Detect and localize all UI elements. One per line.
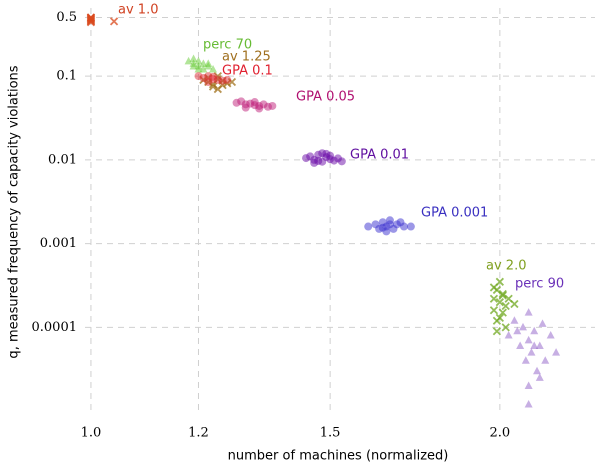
data-point xyxy=(501,323,510,332)
data-point xyxy=(524,381,533,389)
data-point xyxy=(86,15,96,24)
series-label: GPA 0.001 xyxy=(421,206,488,221)
data-point xyxy=(495,298,504,307)
data-point xyxy=(552,348,561,356)
data-point xyxy=(510,316,519,324)
data-point xyxy=(396,218,405,227)
data-point xyxy=(364,222,373,231)
data-point xyxy=(524,308,533,316)
data-point xyxy=(223,75,232,84)
y-tick-label: 0.1 xyxy=(56,69,77,84)
y-tick-label: 0.0001 xyxy=(32,320,78,335)
data-point xyxy=(521,356,530,364)
data-point xyxy=(495,277,504,286)
data-point xyxy=(314,156,323,165)
data-point xyxy=(204,59,213,67)
data-point xyxy=(378,223,387,232)
y-axis-label: q, measured frequency of capacity violat… xyxy=(7,65,22,358)
data-point xyxy=(204,78,213,87)
series-label: GPA 0.01 xyxy=(350,148,409,163)
data-point xyxy=(524,400,533,408)
x-axis-label: number of machines (normalized) xyxy=(228,449,449,464)
x-tick-label: 1.5 xyxy=(320,426,341,441)
data-point xyxy=(504,331,513,339)
data-point xyxy=(489,306,499,315)
data-point xyxy=(513,326,522,335)
x-tick-label: 2.0 xyxy=(490,426,511,441)
data-point xyxy=(86,13,96,22)
data-point xyxy=(498,308,507,317)
y-tick-label: 0.001 xyxy=(40,236,77,251)
series-label: perc 70 xyxy=(203,38,252,53)
x-tick-label: 1.2 xyxy=(188,426,209,441)
x-tick-label: 1.0 xyxy=(81,426,102,441)
data-point xyxy=(501,301,510,311)
data-point xyxy=(255,104,264,113)
data-point xyxy=(241,103,250,112)
data-point xyxy=(489,294,499,303)
series-label: av 2.0 xyxy=(486,259,526,274)
data-point xyxy=(322,149,331,158)
data-point xyxy=(541,356,550,364)
data-point xyxy=(268,101,277,110)
data-point xyxy=(524,335,533,344)
data-point xyxy=(184,56,193,65)
data-point xyxy=(535,373,544,381)
data-point xyxy=(406,222,415,231)
series-label: GPA 0.05 xyxy=(296,90,355,105)
y-tick-label: 0.5 xyxy=(56,10,77,25)
series-label: av 1.0 xyxy=(118,3,158,18)
data-point xyxy=(194,64,203,73)
data-point xyxy=(209,64,218,73)
data-point xyxy=(530,326,539,335)
data-point xyxy=(530,341,539,349)
data-point xyxy=(209,72,218,81)
series-label: GPA 0.1 xyxy=(222,64,273,79)
data-point xyxy=(189,62,198,70)
data-point xyxy=(109,17,119,26)
data-point xyxy=(527,348,536,356)
data-point xyxy=(518,322,527,331)
data-point xyxy=(194,56,203,65)
data-point xyxy=(492,327,502,336)
series-label: av 1.25 xyxy=(222,50,271,65)
series-label: perc 90 xyxy=(515,277,564,292)
data-point xyxy=(498,291,507,300)
data-point xyxy=(250,98,259,107)
data-point xyxy=(516,341,525,349)
data-point xyxy=(189,54,198,62)
data-point xyxy=(385,220,394,229)
data-point xyxy=(538,319,547,327)
data-point xyxy=(510,299,519,309)
data-point xyxy=(546,331,555,339)
data-point xyxy=(495,313,504,322)
data-point xyxy=(533,366,542,375)
y-tick-label: 0.01 xyxy=(48,152,77,167)
data-point xyxy=(535,341,544,349)
data-point xyxy=(337,157,346,166)
